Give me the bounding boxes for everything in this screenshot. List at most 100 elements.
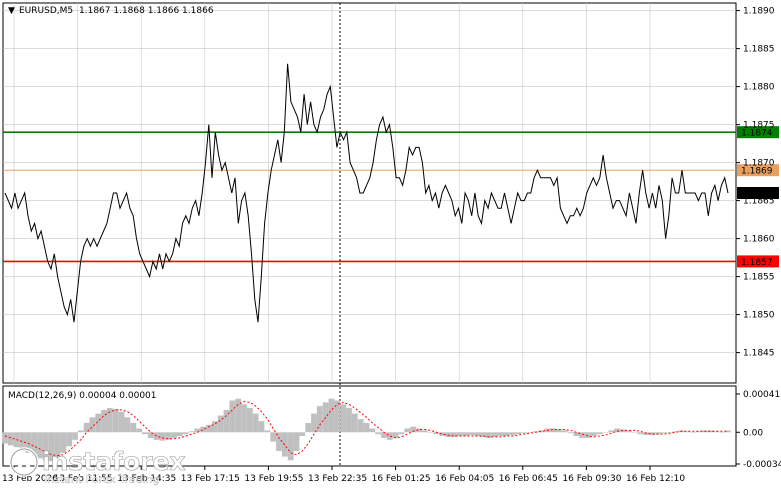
macd-bar xyxy=(48,432,55,462)
y-tick-label: 1.1890 xyxy=(743,7,775,17)
x-tick-label: 16 Feb 09:30 xyxy=(562,474,621,484)
macd-bar xyxy=(521,432,527,434)
macd-bar xyxy=(404,428,411,433)
macd-bar xyxy=(299,432,306,436)
macd-bar xyxy=(136,428,142,433)
current-price-label: 1.1866 xyxy=(741,190,773,200)
macd-axis: 0.00041 0.00 -0.00034 xyxy=(736,390,781,470)
macd-bar xyxy=(579,432,586,438)
macd-bar xyxy=(503,432,510,436)
main-chart-frame xyxy=(2,2,737,384)
macd-bar xyxy=(328,398,335,433)
macd-bar xyxy=(334,400,341,433)
macd-bar xyxy=(130,422,137,433)
macd-bar xyxy=(270,432,277,442)
macd-bar xyxy=(276,432,282,451)
macd-bar xyxy=(54,432,61,459)
macd-bar xyxy=(614,428,621,433)
main-grid xyxy=(3,3,736,383)
macd-bar xyxy=(188,431,195,433)
macd-bar xyxy=(177,432,183,436)
macd-bar xyxy=(660,432,667,434)
macd-bar xyxy=(386,432,393,440)
macd-bar xyxy=(142,432,148,435)
x-tick-label: 16 Feb 06:45 xyxy=(499,474,558,484)
macd-bar xyxy=(60,432,67,453)
macd-bar xyxy=(293,432,300,451)
x-tick-label: 13 Feb 2026 xyxy=(2,474,58,484)
macd-bar xyxy=(684,431,691,433)
macd-bar xyxy=(363,422,370,433)
macd-bar xyxy=(369,428,376,433)
macd-bar xyxy=(124,417,131,433)
macd-bar xyxy=(649,432,656,436)
macd-bar xyxy=(556,429,562,433)
macd-bar xyxy=(538,430,545,433)
macd-bar xyxy=(7,432,14,446)
macd-bar xyxy=(264,430,271,433)
macd-bar xyxy=(42,432,49,461)
macd-bar xyxy=(474,432,481,436)
macd-bar xyxy=(486,432,492,438)
macd-bar xyxy=(509,432,516,436)
macd-bar xyxy=(89,417,96,433)
collapse-arrow-icon[interactable]: ▼ xyxy=(8,6,15,16)
macd-bar xyxy=(456,432,463,436)
current-price-tag xyxy=(737,187,779,199)
macd-bar xyxy=(725,430,731,433)
macd-bar xyxy=(526,432,533,433)
macd-bar xyxy=(282,432,288,457)
x-tick-label: 13 Feb 19:55 xyxy=(244,474,303,484)
macd-bar xyxy=(83,422,90,433)
macd-bar xyxy=(223,409,230,433)
macd-bar xyxy=(247,408,253,433)
macd-bar xyxy=(212,421,218,433)
macd-bar xyxy=(375,432,381,435)
x-tick-label: 13 Feb 22:35 xyxy=(308,474,367,484)
x-tick-label: 16 Feb 12:10 xyxy=(626,474,685,484)
y-tick-label: 1.1860 xyxy=(743,235,775,245)
macd-bar xyxy=(631,432,638,433)
macd-bar xyxy=(695,431,702,433)
macd-bar xyxy=(107,408,113,433)
macd-tick-label: -0.00034 xyxy=(743,460,781,470)
macd-histogram xyxy=(2,398,731,462)
macd-bar xyxy=(200,426,207,433)
macd-bar xyxy=(159,432,166,441)
macd-bar xyxy=(462,432,469,436)
macd-bar xyxy=(550,428,556,433)
macd-bar xyxy=(25,432,32,453)
macd-bar xyxy=(72,432,78,440)
symbol-label: EURUSD,M5 xyxy=(19,6,73,16)
macd-bar xyxy=(19,432,26,450)
macd-bar xyxy=(287,432,294,461)
macd-bar xyxy=(235,398,242,433)
macd-bar xyxy=(229,400,236,433)
macd-bar xyxy=(217,415,224,433)
macd-bar xyxy=(398,432,405,435)
macd-bar xyxy=(433,432,440,435)
macd-bar xyxy=(101,409,107,433)
macd-bar xyxy=(31,432,37,456)
macd-bar xyxy=(206,424,212,433)
macd-signal-line xyxy=(4,400,728,457)
macd-bar xyxy=(439,432,446,436)
macd-bar xyxy=(252,413,259,433)
watermark-brand: instaforex xyxy=(42,447,186,476)
resistance-price-label: 1.1874 xyxy=(741,129,773,139)
price-line xyxy=(4,63,729,323)
macd-bar xyxy=(480,432,486,437)
price-axis: 1.18901.18851.18801.18751.18701.18651.18… xyxy=(736,7,775,359)
macd-bar xyxy=(182,432,189,435)
macd-bar xyxy=(707,430,714,433)
macd-bar xyxy=(165,432,172,440)
macd-bar xyxy=(357,419,364,433)
macd-bar xyxy=(626,430,632,433)
macd-bar xyxy=(596,432,603,435)
macd-bar xyxy=(351,413,358,433)
macd-bar xyxy=(497,432,504,436)
macd-bar xyxy=(637,432,644,435)
macd-bar xyxy=(305,422,312,433)
